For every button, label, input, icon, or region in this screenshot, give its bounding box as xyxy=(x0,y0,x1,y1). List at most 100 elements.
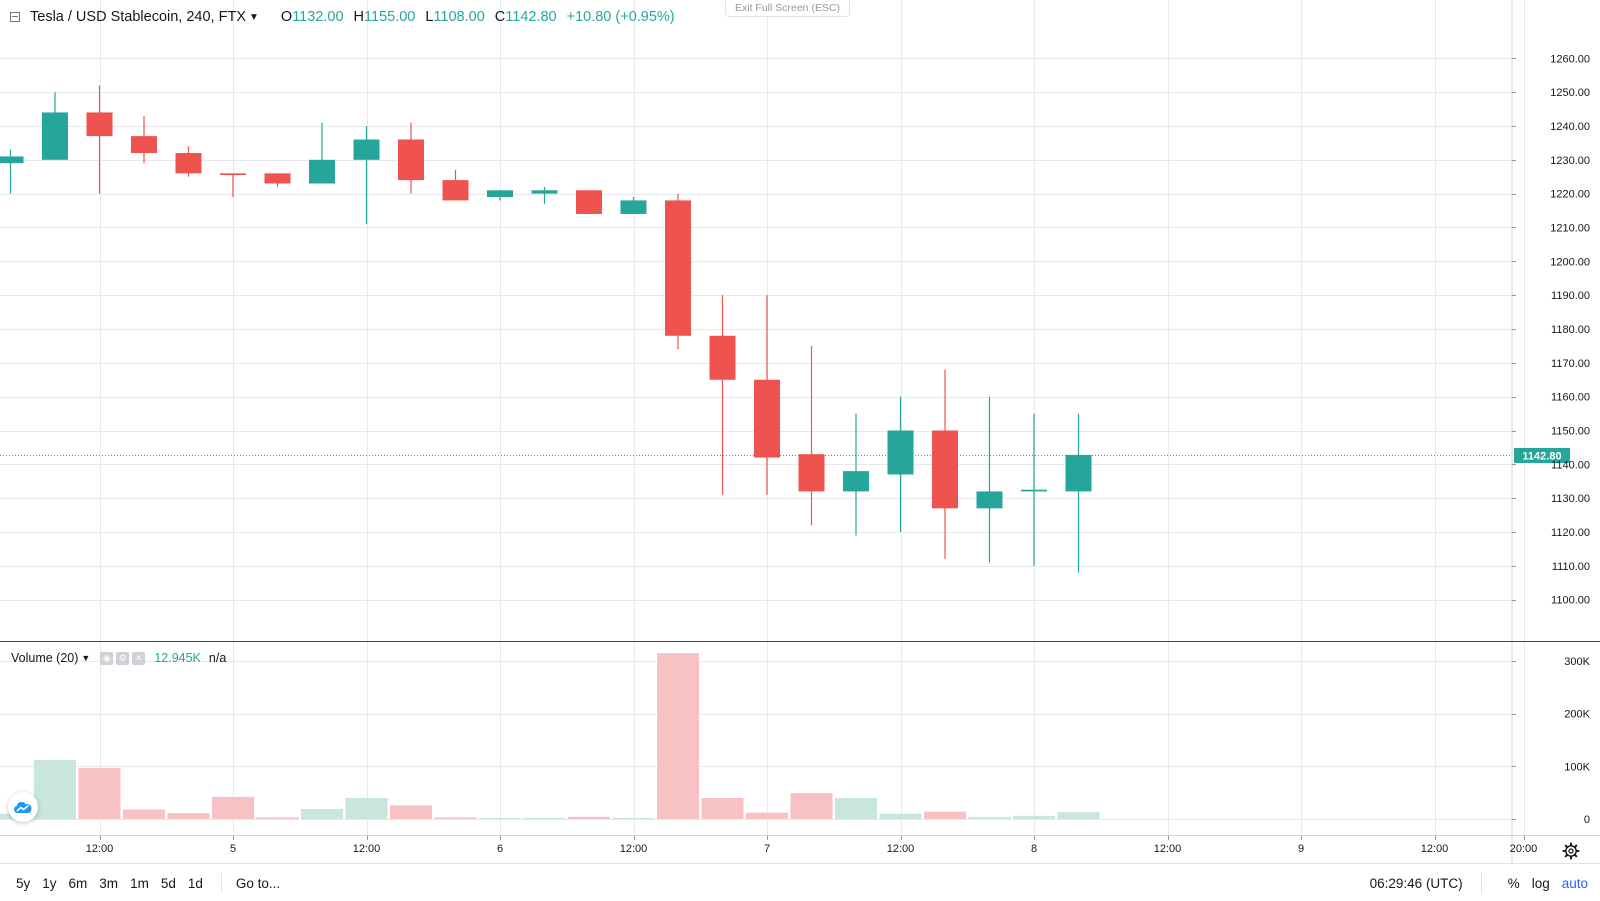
volume-bar xyxy=(78,767,121,819)
candle-body xyxy=(442,180,469,201)
tradingview-logo-button[interactable] xyxy=(8,792,38,822)
candle-body xyxy=(353,139,380,160)
candle-body xyxy=(576,190,602,214)
volume-bar xyxy=(523,817,566,819)
bottom-toolbar: 5y 1y 6m 3m 1m 5d 1d Go to... 06:29:46 (… xyxy=(0,863,1600,901)
volume-bar xyxy=(123,809,165,819)
time-tick-label: 12:00 xyxy=(620,843,648,855)
price-axis[interactable]: 1100.00 1110.00 1120.00 1130.00 1140.00 1150.… xyxy=(1512,53,1590,607)
range-button-6m[interactable]: 6m xyxy=(68,875,88,891)
gear-icon[interactable] xyxy=(1562,842,1580,860)
range-button-1d[interactable]: 1d xyxy=(187,875,203,891)
auto-scale-button[interactable]: auto xyxy=(1561,875,1588,891)
time-tick-label: 12:00 xyxy=(1421,843,1449,855)
volume-bar xyxy=(835,797,877,819)
price-tick-label: 1240.00 xyxy=(1550,121,1590,133)
candle-body xyxy=(309,159,335,184)
time-tick-label: 5 xyxy=(230,843,236,855)
price-tick-label: 1260.00 xyxy=(1550,53,1590,65)
symbol-legend: Tesla / USD Stablecoin, 240, FTX ▼ O 1132… xyxy=(10,9,685,25)
range-button-1y[interactable]: 1y xyxy=(42,875,57,891)
range-button-1m[interactable]: 1m xyxy=(130,875,149,891)
toolbar-divider xyxy=(1480,873,1482,893)
goto-date-button[interactable]: Go to... xyxy=(235,875,281,891)
candle-body xyxy=(1065,454,1092,492)
range-button-5d[interactable]: 5d xyxy=(160,875,176,891)
volume-bar xyxy=(701,797,744,819)
time-tick-label: 12:00 xyxy=(887,843,915,855)
price-tick-label: 1190.00 xyxy=(1551,290,1590,302)
open-value: 1132.00 xyxy=(292,9,344,25)
exit-fullscreen-button[interactable]: Exit Full Screen (ESC) xyxy=(725,0,851,17)
volume-bar xyxy=(568,816,610,819)
volume-bar xyxy=(34,760,76,819)
candle-body xyxy=(398,139,424,181)
volume-bar xyxy=(612,817,655,819)
price-tick-label: 1170.00 xyxy=(1551,358,1590,370)
settings-icon[interactable]: ⚙ xyxy=(116,651,130,665)
candle-body xyxy=(976,491,1003,509)
cloud-logo-icon xyxy=(14,802,32,813)
eye-icon[interactable]: ◉ xyxy=(100,651,114,665)
high-value: 1155.00 xyxy=(364,9,416,25)
utc-clock[interactable]: 06:29:46 (UTC) xyxy=(1369,875,1463,891)
candle-body xyxy=(487,190,513,198)
volume-axis[interactable]: 0 100K 200K 300K xyxy=(1512,656,1591,826)
scale-controls: 06:29:46 (UTC) % log auto xyxy=(1370,873,1588,893)
volume-bar xyxy=(167,813,210,819)
time-tick-label: 7 xyxy=(764,843,770,855)
time-tick-label: 20:00 xyxy=(1510,843,1538,855)
high-label: H xyxy=(353,9,365,25)
price-tick-label: 1110.00 xyxy=(1552,561,1590,573)
time-tick-label: 12:00 xyxy=(86,843,114,855)
candle-body xyxy=(887,430,914,475)
price-tick-label: 1200.00 xyxy=(1550,256,1590,268)
close-value: 1142.80 xyxy=(505,9,557,25)
percent-scale-button[interactable]: % xyxy=(1507,875,1520,891)
time-axis[interactable]: 12:00 5 12:00 6 12:00 7 12:00 8 12:00 9 12:00 20:00 xyxy=(86,836,1538,855)
volume-bar xyxy=(657,653,699,819)
candle-body xyxy=(665,200,691,336)
candle-body xyxy=(620,200,647,214)
price-tick-label: 1210.00 xyxy=(1550,222,1590,234)
volume-tick-label: 100K xyxy=(1564,761,1590,773)
volume-tick-label: 300K xyxy=(1564,656,1590,668)
price-tick-label: 1160.00 xyxy=(1551,392,1590,404)
range-button-3m[interactable]: 3m xyxy=(99,875,119,891)
close-label: C xyxy=(494,9,506,25)
volume-bar xyxy=(345,797,388,819)
price-tick-label: 1140.00 xyxy=(1551,459,1590,471)
volume-bar xyxy=(790,793,833,819)
candle-body xyxy=(175,153,202,174)
volume-bar xyxy=(924,811,966,819)
time-tick-label: 9 xyxy=(1298,843,1304,855)
volume-bar xyxy=(1013,815,1055,819)
volume-value: 12.945K xyxy=(154,651,201,665)
last-price-label: 1142.80 xyxy=(1522,451,1561,463)
low-value: 1108.00 xyxy=(433,9,485,25)
price-tick-label: 1100.00 xyxy=(1551,595,1590,607)
open-label: O xyxy=(280,9,293,25)
log-scale-button[interactable]: log xyxy=(1531,875,1550,891)
volume-legend: Volume (20) ▼ ◉ ⚙ ✕ 12.945K n/a xyxy=(11,651,226,665)
chevron-down-icon[interactable]: ▼ xyxy=(81,653,91,663)
volume-title[interactable]: Volume (20) xyxy=(11,651,79,665)
change-value: +10.80 (+0.95%) xyxy=(566,9,675,25)
volume-bar xyxy=(746,812,788,819)
candle-body xyxy=(0,156,24,164)
range-button-5y[interactable]: 5y xyxy=(16,875,31,891)
last-price-line: 1142.80 xyxy=(0,448,1570,463)
symbol-title[interactable]: Tesla / USD Stablecoin, 240, FTX xyxy=(30,9,246,25)
chevron-down-icon[interactable]: ▼ xyxy=(249,11,259,23)
volume-ma-value: n/a xyxy=(208,651,227,665)
close-icon[interactable]: ✕ xyxy=(132,651,146,665)
volume-bar xyxy=(479,818,521,819)
candle-body xyxy=(843,471,869,492)
price-tick-label: 1120.00 xyxy=(1551,527,1590,539)
candle-body xyxy=(131,136,157,154)
volume-bar xyxy=(968,816,1011,819)
price-tick-label: 1130.00 xyxy=(1551,493,1590,505)
volume-bar xyxy=(434,817,477,819)
collapse-legend-icon[interactable] xyxy=(10,12,20,22)
